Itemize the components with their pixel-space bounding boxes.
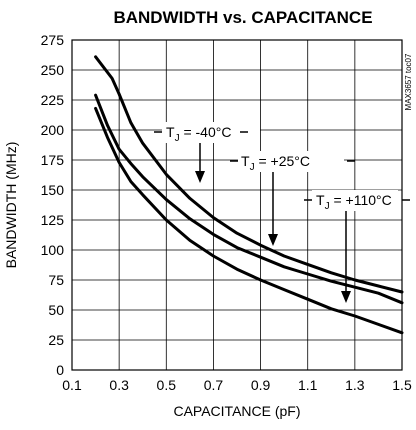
- series-label-bg: [312, 190, 398, 211]
- x-tick-label: 0.9: [251, 377, 271, 393]
- series-label-rest: = +25°C: [255, 153, 310, 169]
- chart-title: BANDWIDTH vs. CAPACITANCE: [113, 8, 372, 27]
- series-label-bg: [162, 122, 260, 143]
- x-tick-label: 0.1: [62, 377, 82, 393]
- y-tick-label: 50: [48, 302, 64, 318]
- y-tick-label: 0: [56, 362, 64, 378]
- x-tick-label: 0.3: [109, 377, 129, 393]
- y-axis-label: BANDWIDTH (MHz): [3, 142, 19, 269]
- series-label-main: T: [316, 192, 325, 208]
- x-tick-label: 0.7: [204, 377, 224, 393]
- series-label-bg: [238, 151, 344, 172]
- y-tick-label: 275: [41, 32, 65, 48]
- series-arrowhead: [268, 234, 278, 246]
- series-line-2: [94, 106, 404, 335]
- series-label-sub: J: [250, 162, 255, 173]
- series-label: TJ = +110°C: [316, 192, 392, 212]
- series-label-rest: = +110°C: [330, 192, 392, 208]
- series-label: TJ = -40°C: [166, 124, 231, 144]
- y-tick-label: 225: [41, 92, 65, 108]
- annotations: TJ = -40°CTJ = +25°CTJ = +110°C: [154, 122, 410, 303]
- x-tick-label: 1.1: [298, 377, 318, 393]
- y-tick-label: 250: [41, 62, 65, 78]
- x-axis-label: CAPACITANCE (pF): [173, 403, 300, 419]
- series-label-main: T: [241, 153, 250, 169]
- y-tick-label: 150: [41, 182, 65, 198]
- curves: [94, 55, 404, 335]
- series-line-0: [94, 55, 404, 294]
- plot-frame: [71, 39, 403, 371]
- series-label-sub: J: [325, 201, 330, 212]
- y-tick-label: 100: [41, 242, 65, 258]
- series-arrowhead: [341, 291, 351, 303]
- series-line-1: [94, 93, 404, 305]
- y-tick-label: 75: [48, 272, 64, 288]
- y-tick-label: 175: [41, 152, 65, 168]
- series-arrowhead: [195, 171, 205, 183]
- series-label-main: T: [166, 124, 175, 140]
- tick-labels: 0 25 50 75 100 125 150 175 200 225 250 275 0.1 0.3 0.5…: [41, 32, 412, 393]
- y-tick-label: 200: [41, 122, 65, 138]
- y-tick-label: 25: [48, 332, 64, 348]
- y-tick-label: 125: [41, 212, 65, 228]
- series-label-rest: = -40°C: [180, 124, 232, 140]
- x-tick-label: 0.5: [157, 377, 177, 393]
- watermark-code: MAX3657 toc07: [404, 53, 413, 110]
- x-tick-label: 1.3: [345, 377, 365, 393]
- x-tick-label: 1.5: [392, 377, 412, 393]
- series-label: TJ = +25°C: [241, 153, 310, 173]
- series-label-sub: J: [175, 133, 180, 144]
